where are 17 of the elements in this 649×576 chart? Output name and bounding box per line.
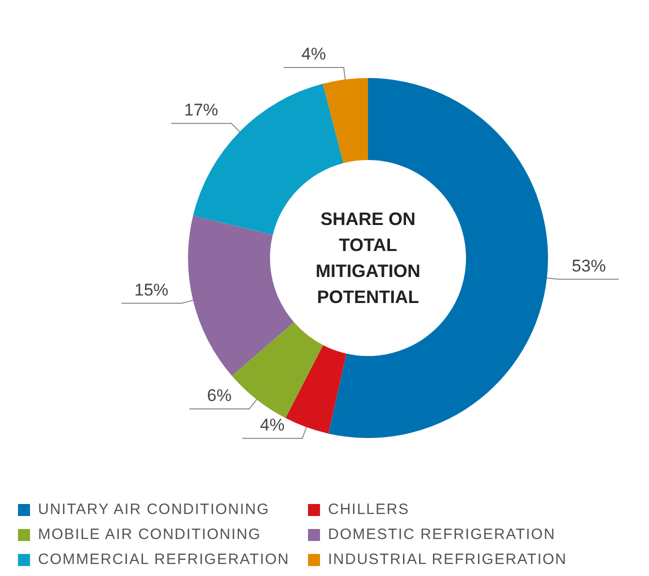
data-label: 4% — [260, 415, 285, 434]
legend-label: INDUSTRIAL REFRIGERATION — [328, 551, 568, 568]
data-label: 53% — [572, 256, 606, 276]
legend-label: DOMESTIC REFRIGERATION — [328, 526, 556, 543]
data-label: 17% — [184, 100, 218, 120]
data-label: 15% — [134, 280, 168, 300]
donut-slice — [322, 78, 368, 164]
legend-label: COMMERCIAL REFRIGERATION — [38, 551, 290, 568]
donut-slice — [188, 216, 294, 376]
donut-slice — [286, 345, 346, 434]
text: SHARE ON TOTAL MITIGATION POTENTIAL — [314, 208, 422, 309]
data-label: 6% — [207, 386, 232, 405]
donut-slice — [232, 322, 324, 418]
legend-label: UNITARY AIR CONDITIONING — [38, 501, 270, 518]
data-label: 4% — [301, 44, 326, 64]
legend-label: CHILLERS — [328, 501, 410, 518]
legend-label: MOBILE AIR CONDITIONING — [38, 526, 262, 543]
